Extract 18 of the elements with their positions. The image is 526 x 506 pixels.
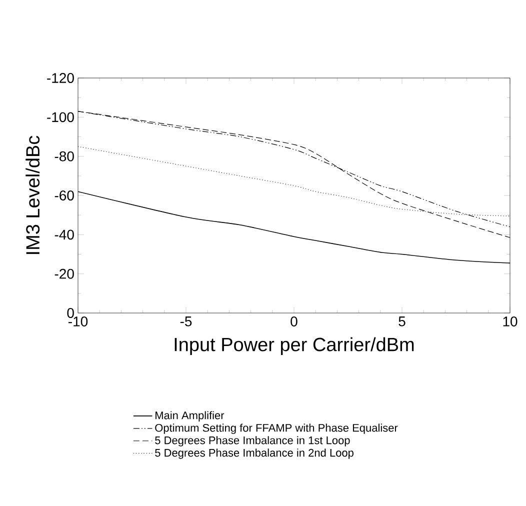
legend-label: 5 Degrees Phase Imbalance in 2nd Loop bbox=[155, 448, 354, 459]
legend-label: 5 Degrees Phase Imbalance in 1st Loop bbox=[155, 436, 350, 446]
y-tick-label: -80 bbox=[54, 151, 74, 162]
x-tick-label: 10 bbox=[503, 316, 518, 326]
legend-label: Main Amplifier bbox=[156, 411, 224, 422]
x-tick-label: 5 bbox=[398, 316, 406, 326]
y-axis-title: IM3 Level/dBc bbox=[26, 136, 40, 254]
x-tick-label: -10 bbox=[68, 316, 88, 326]
x-tick-label: -5 bbox=[180, 316, 192, 326]
y-tick-label: -20 bbox=[54, 268, 74, 279]
y-tick-label: 0 bbox=[67, 308, 74, 318]
legend-label: Optimum Setting for FFAMP with Phase Equaliser bbox=[155, 424, 398, 434]
y-tick-label: -40 bbox=[54, 230, 74, 240]
x-axis-title: Input Power per Carrier/dBm bbox=[174, 337, 414, 356]
y-tick-label: -100 bbox=[47, 112, 74, 122]
x-tick-label: 0 bbox=[290, 316, 298, 326]
y-tick-label: -120 bbox=[47, 73, 74, 83]
y-tick-label: -60 bbox=[54, 190, 74, 200]
